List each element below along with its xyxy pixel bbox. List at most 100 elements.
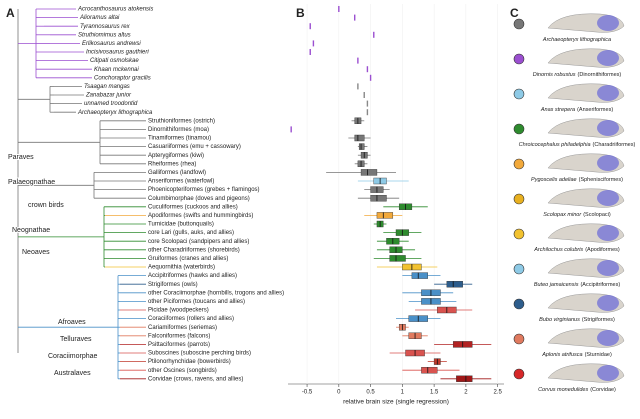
box <box>358 143 365 150</box>
species-label: Buteo jamaicensis (Accipitriformes) <box>534 282 621 288</box>
brain-endocast <box>597 155 619 171</box>
x-tick-label: 2 <box>464 390 468 396</box>
x-tick-label: 1 <box>401 390 405 396</box>
taxon-label: Gruiformes (cranes and allies) <box>148 256 228 262</box>
taxon-label: Anseriformes (waterfowl) <box>148 179 214 185</box>
species-name: Anas strepera <box>540 107 575 113</box>
species-group: (Strigiformes) <box>582 317 615 323</box>
species-label: Scolopax minor (Scolopaci) <box>543 212 611 218</box>
taxon-label: Dinornithiformes (moa) <box>148 127 209 133</box>
taxon-label: Archaeopteryx lithographica <box>77 110 153 116</box>
taxon-label: Picidae (woodpeckers) <box>148 308 209 314</box>
species-group: (Sturnidae) <box>585 352 612 358</box>
brain-endocast <box>597 190 619 206</box>
species-label: Bubo virginianus (Strigiformes) <box>539 317 615 323</box>
species-label: Pygoscelis adeliae (Sphenisciformes) <box>531 177 623 183</box>
taxon-label: Alioramus altai <box>79 15 120 21</box>
color-key <box>513 123 525 135</box>
taxon-label: Rheiformes (rhea) <box>148 161 196 167</box>
species-label: Archaeopteryx lithographica <box>542 37 611 43</box>
taxon-label: Ptilonorhynchidae (bowerbirds) <box>148 359 231 365</box>
taxon-label: Struthiomimus altus <box>78 32 131 38</box>
taxon-label: Coraciiformes (rollers and allies) <box>148 316 234 322</box>
taxon-label: Falconiformes (falcons) <box>148 333 210 339</box>
taxon-label: Aequornithia (waterbirds) <box>148 265 215 271</box>
taxon-label: Apodiformes (swifts and hummingbirds) <box>148 213 253 219</box>
point-mark <box>312 40 315 47</box>
species-group: (Sphenisciformes) <box>579 177 623 183</box>
species-label: Chroicocephalus philadelphia (Charadriifo… <box>519 142 636 148</box>
taxon-label: other Coraciimorphae (hornbills, trogons… <box>148 290 284 296</box>
box <box>456 375 473 382</box>
species-name: Bubo virginianus <box>539 317 580 323</box>
x-tick-label: 0.5 <box>366 390 375 396</box>
clade-label: crown birds <box>28 202 64 209</box>
species-label: Dinornis robustus (Dinornithiformes) <box>533 72 622 78</box>
box <box>360 169 378 176</box>
species-label: Corvus monedulides (Corvidae) <box>538 387 616 393</box>
taxon-label: other Piciformes (toucans and allies) <box>148 299 245 305</box>
clade-label: Telluraves <box>60 336 92 343</box>
box <box>376 212 394 219</box>
clade-label: Palaeognathae <box>8 179 55 186</box>
x-tick-label: 0 <box>337 390 341 396</box>
point-mark <box>373 31 375 38</box>
point-mark <box>309 49 311 55</box>
x-tick-label: -0.5 <box>302 390 313 396</box>
species-group: (Scolopaci) <box>583 212 611 218</box>
color-key <box>513 88 525 100</box>
taxon-label: other Charadriiformes (shorebirds) <box>148 247 240 253</box>
box <box>389 255 406 262</box>
brain-endocast <box>597 120 619 136</box>
species-group: (Anseriformes) <box>577 107 613 113</box>
brain-endocast <box>597 15 619 31</box>
brain-endocast <box>597 330 619 346</box>
taxon-label: Suboscines (suboscine perching birds) <box>148 351 251 357</box>
point-mark <box>357 83 359 90</box>
taxon-label: Zanabazar junior <box>85 93 132 99</box>
species-group: (Apodiformes) <box>585 247 620 253</box>
taxon-label: Phoenicopteriformes (grebes + flamingos) <box>148 187 260 193</box>
box <box>354 134 365 142</box>
color-key <box>513 53 525 65</box>
color-key <box>513 193 525 205</box>
box <box>370 194 387 202</box>
brain-endocast <box>597 260 619 276</box>
taxon-label: Citipati osmolskae <box>90 58 139 64</box>
point-mark <box>354 14 356 21</box>
x-tick-label: 2.5 <box>493 390 502 396</box>
panel-label: C <box>510 6 519 20</box>
taxon-label: Incisivosaurus gauthieri <box>86 50 149 56</box>
box <box>446 281 463 288</box>
brain-endocast <box>597 85 619 101</box>
taxon-label: Turnicidae (buttonquails) <box>148 222 214 228</box>
point-mark <box>369 74 372 81</box>
clade-label: Coraciimorphae <box>48 353 98 360</box>
x-tick-label: 1.5 <box>430 390 439 396</box>
species-label: Anas strepera (Anseriformes) <box>540 107 613 113</box>
taxon-label: Strigiformes (owls) <box>148 282 198 288</box>
point-mark <box>363 92 365 98</box>
taxon-label: Tsaagan mangas <box>84 84 130 90</box>
taxon-label: Acrocanthosaurus atokensis <box>77 7 153 13</box>
point-mark <box>366 66 369 73</box>
clade-label: Neognathae <box>12 227 50 234</box>
taxon-label: unnamed troodontid <box>84 101 138 107</box>
species-group: (Dinornithiformes) <box>578 72 622 78</box>
clade-label: Neoaves <box>22 249 50 256</box>
taxon-label: Tyrannosaurus rex <box>80 24 131 30</box>
point-mark <box>366 100 369 107</box>
point-mark <box>309 23 311 30</box>
taxon-label: Conchoraptor gracilis <box>94 75 151 81</box>
species-name: Corvus monedulides <box>538 387 588 393</box>
species-name: Scolopax minor <box>543 212 582 218</box>
species-group: (Charadriiformes) <box>593 142 636 148</box>
brain-endocast <box>597 365 619 381</box>
color-key <box>513 263 525 275</box>
taxon-label: Tinamiformes (tinamou) <box>148 136 211 142</box>
clade-label: Afroaves <box>58 319 86 326</box>
brain-endocast <box>597 225 619 241</box>
taxon-label: Cuculiformes (cuckoos and allies) <box>148 204 238 210</box>
species-label: Aplonis atrifusca (Sturnidae) <box>541 352 612 358</box>
